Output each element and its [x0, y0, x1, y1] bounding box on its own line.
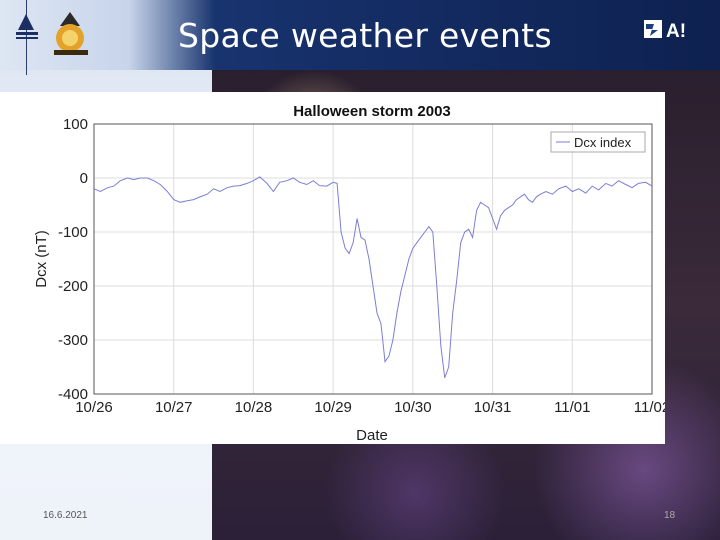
x-tick-label: 10/26 [75, 399, 113, 416]
y-tick-label: -400 [58, 386, 88, 403]
footer-date: 16.6.2021 [43, 510, 88, 521]
y-tick-label: 0 [80, 170, 88, 187]
institute-logos-icon [16, 12, 88, 55]
x-tick-label: 10/28 [235, 399, 273, 416]
x-tick-label: 10/30 [394, 399, 432, 416]
y-tick-label: -200 [58, 278, 88, 295]
x-tick-label: 10/27 [155, 399, 193, 416]
chart-title: Halloween storm 2003 [293, 103, 451, 120]
series-line-dcx-index [93, 176, 653, 378]
y-tick-label: 100 [63, 116, 88, 133]
page-number: 18 [664, 510, 676, 521]
y-tick-label: -100 [58, 224, 88, 241]
plot-frame [93, 123, 653, 395]
x-tick-label: 11/02 [634, 399, 665, 416]
chart-grid [93, 123, 653, 395]
x-tick-labels: 10/26 10/27 10/28 10/29 10/30 10/31 11/01 11/02 [75, 399, 670, 416]
x-axis-label: Date [356, 427, 388, 444]
legend-box [550, 131, 646, 153]
slide-title: Space weather events [178, 16, 552, 55]
x-tick-label: 10/29 [314, 399, 352, 416]
legend-label: Dcx index [574, 135, 632, 150]
y-tick-label: -300 [58, 332, 88, 349]
legend: Dcx index [550, 131, 646, 153]
aalto-logo-text: A! [666, 21, 686, 42]
chart-panel: 100 0 -100 -200 -300 -400 10/26 10/27 10/28 10/2… [0, 92, 670, 444]
aalto-logo-icon: A! [644, 20, 686, 42]
y-axis-label: Dcx (nT) [33, 230, 50, 288]
x-tick-label: 11/01 [554, 399, 590, 416]
y-tick-labels: 100 0 -100 -200 -300 -400 [58, 116, 88, 403]
x-tick-label: 10/31 [474, 399, 512, 416]
